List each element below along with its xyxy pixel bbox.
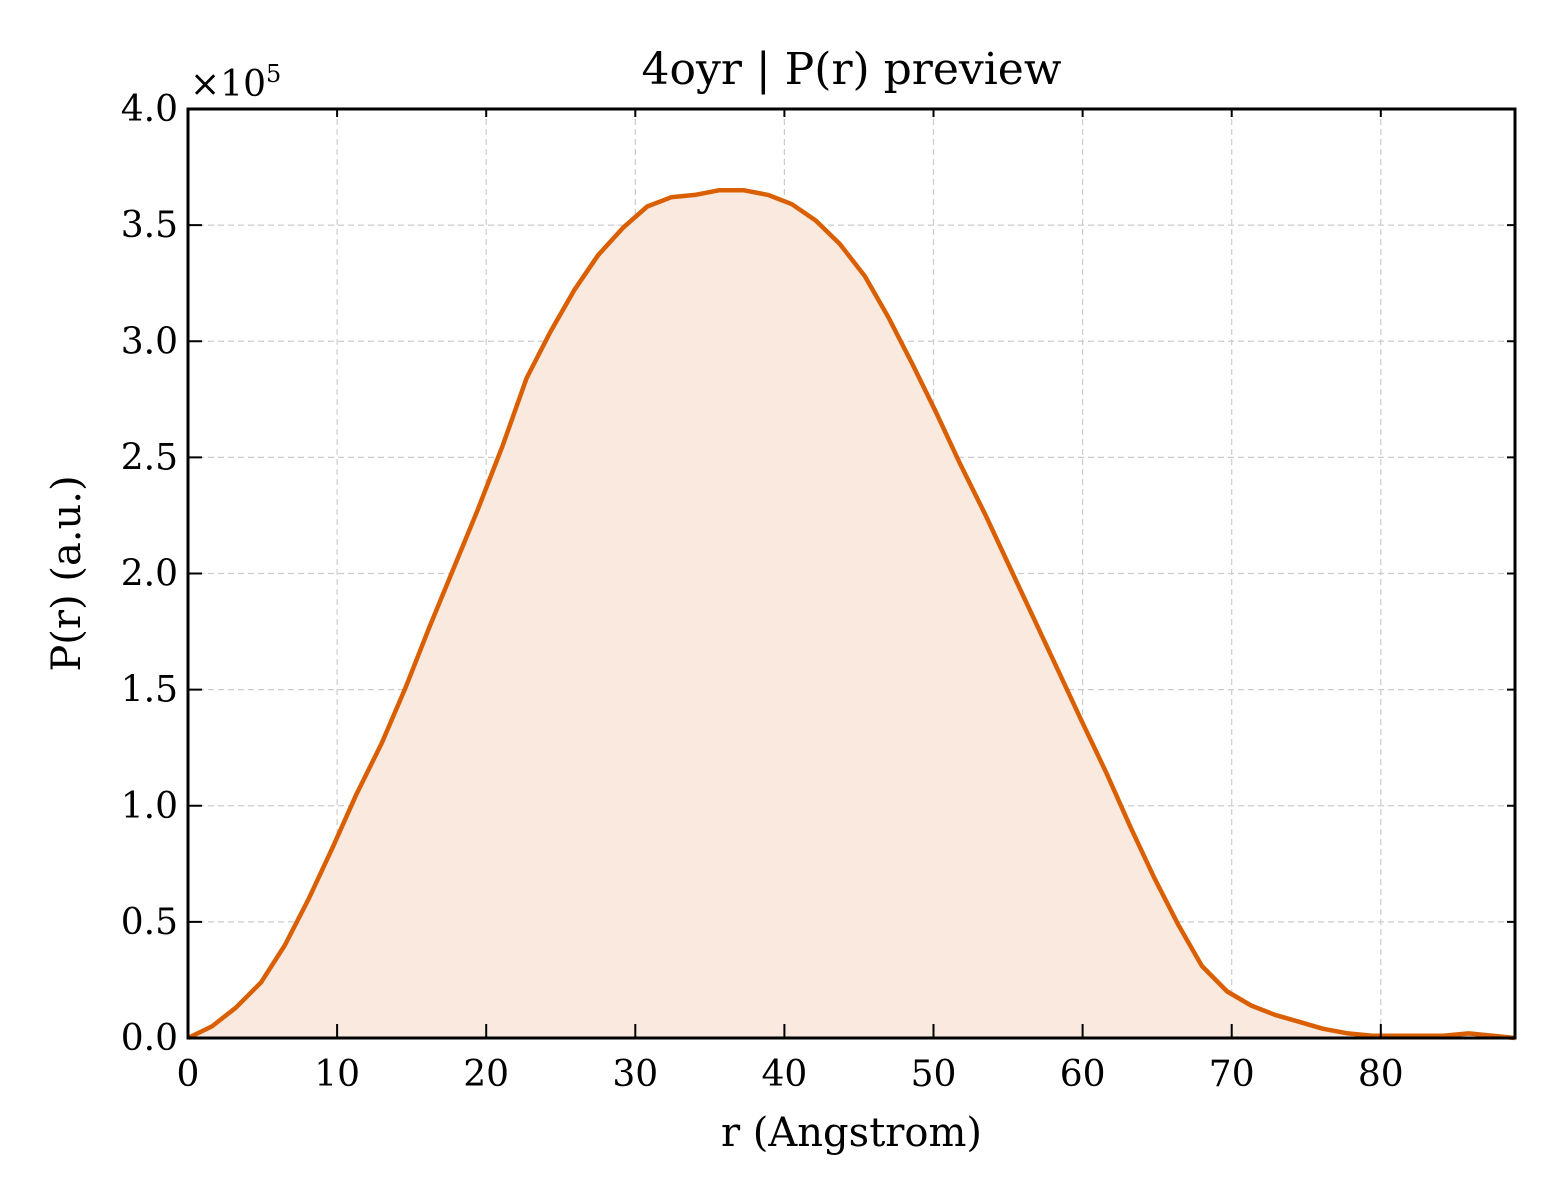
x-tick-label: 0 (177, 1054, 200, 1095)
y-tick-label: 3.5 (121, 205, 178, 246)
x-tick-label: 30 (612, 1054, 658, 1095)
y-tick-label: 0.5 (121, 902, 178, 943)
y-scale-exponent: 5 (266, 60, 281, 88)
y-axis-label: P(r) (a.u.) (44, 475, 90, 671)
x-tick-label: 70 (1209, 1054, 1255, 1095)
axis-ticks: 0 10 20 30 40 50 60 70 80 0.0 0.5 1.0 1.5 2.0 2.5 3.0 3.… (121, 89, 1515, 1095)
x-tick-label: 50 (911, 1054, 957, 1095)
x-tick-label: 60 (1060, 1054, 1106, 1095)
y-tick-label: 4.0 (121, 89, 178, 130)
y-tick-label: 1.5 (121, 670, 178, 711)
y-scale-multiplier: ×105 (190, 60, 281, 105)
pr-area-fill (188, 190, 1515, 1039)
x-tick-label: 40 (761, 1054, 807, 1095)
x-tick-label: 80 (1358, 1054, 1404, 1095)
y-scale-base: ×10 (190, 64, 266, 105)
y-tick-label: 3.0 (121, 321, 178, 362)
x-tick-label: 20 (463, 1054, 509, 1095)
y-tick-label: 0.0 (121, 1018, 178, 1059)
y-tick-label: 2.0 (121, 554, 178, 595)
y-tick-label: 1.0 (121, 786, 178, 827)
pr-series-line (187, 188, 1516, 1041)
x-axis-label: r (Angstrom) (721, 1110, 982, 1156)
y-tick-label: 2.5 (121, 437, 178, 478)
chart-title: 4oyr | P(r) preview (642, 44, 1062, 95)
x-tick-label: 10 (314, 1054, 360, 1095)
